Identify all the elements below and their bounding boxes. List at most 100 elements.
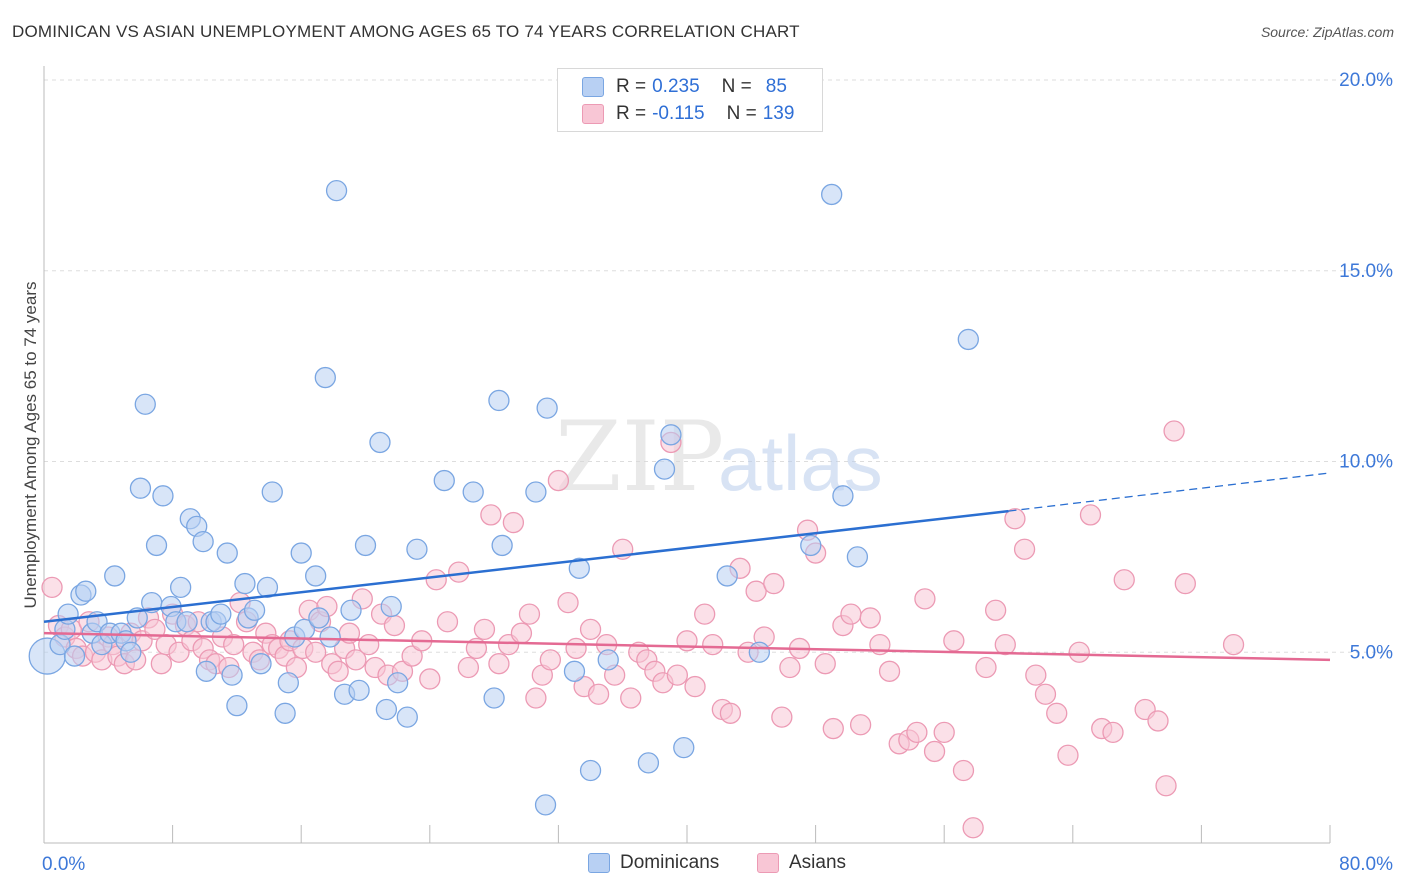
trend-lines bbox=[43, 472, 1331, 662]
asians-trend-line bbox=[43, 631, 1331, 662]
asians-point bbox=[952, 759, 975, 782]
dominicans-point bbox=[210, 603, 232, 625]
dominicans-point bbox=[75, 580, 97, 602]
legend-swatch-asians bbox=[582, 104, 604, 124]
dominicans-point bbox=[832, 485, 854, 507]
dominicans-point bbox=[563, 660, 586, 682]
asians-point bbox=[814, 653, 836, 675]
asians-point bbox=[1155, 775, 1177, 797]
asians-point bbox=[1163, 420, 1185, 442]
dominicans-point bbox=[308, 607, 330, 629]
asians-point bbox=[1174, 572, 1196, 595]
asians-point bbox=[345, 649, 367, 671]
dominicans-point bbox=[380, 595, 402, 618]
asians-point bbox=[702, 633, 724, 656]
asians-point bbox=[620, 687, 642, 709]
bottom-legend-swatch-asians bbox=[757, 853, 779, 873]
legend-n-value: 139 bbox=[762, 103, 795, 124]
dominicans-point bbox=[169, 576, 192, 599]
asians-point bbox=[1025, 664, 1047, 686]
tick-labels: 5.0% 10.0% 15.0% 20.0% 0.0% 80.0% bbox=[42, 70, 1393, 875]
dominicans-point bbox=[221, 664, 243, 686]
y-tick-label: 15.0% bbox=[1339, 261, 1393, 282]
dominicans-point bbox=[129, 477, 152, 499]
dominicans-point bbox=[386, 672, 409, 694]
legend: R = 0.235 N = 85 R = -0.115 N = 139 bbox=[557, 68, 823, 132]
asians-point bbox=[984, 599, 1007, 621]
dominicans-point bbox=[176, 611, 198, 633]
asians-point bbox=[694, 603, 716, 625]
asians-point bbox=[719, 702, 742, 724]
dominicans-point bbox=[957, 328, 979, 351]
dominicans-point bbox=[748, 641, 770, 663]
asians-point bbox=[557, 592, 579, 614]
asians-point bbox=[745, 580, 767, 602]
dominicans-point bbox=[637, 752, 660, 774]
dominicans-point bbox=[305, 565, 327, 587]
dominicans-point bbox=[354, 534, 377, 557]
bottom-legend-dominicans: Dominicans bbox=[588, 852, 719, 874]
legend-row-dominicans: R = 0.235 N = 85 bbox=[582, 75, 787, 99]
dominicans-point bbox=[120, 641, 142, 663]
legend-row-asians: R = -0.115 N = 139 bbox=[582, 102, 794, 126]
dominicans-point bbox=[491, 534, 513, 557]
bottom-legend-label-asians: Asians bbox=[789, 852, 847, 873]
asians-point bbox=[840, 603, 862, 625]
dominicans-point bbox=[63, 645, 86, 667]
dominicans-point bbox=[597, 649, 619, 671]
dominicans-point bbox=[716, 565, 738, 587]
gridlines bbox=[44, 79, 1395, 653]
asians-point bbox=[763, 572, 785, 595]
asians-point bbox=[849, 714, 872, 736]
asians-point bbox=[779, 656, 801, 679]
dominicans-point bbox=[290, 542, 312, 564]
bottom-legend-label-dominicans: Dominicans bbox=[620, 852, 720, 873]
dominicans-point bbox=[660, 424, 682, 446]
dominicans-point bbox=[673, 736, 695, 759]
dominicans-point bbox=[348, 679, 370, 702]
watermark-atlas: atlas bbox=[718, 419, 883, 507]
legend-n-label: N = bbox=[721, 76, 752, 97]
x-tick-label: 0.0% bbox=[42, 854, 85, 875]
asians-point bbox=[579, 618, 602, 641]
legend-n-value: 85 bbox=[765, 76, 787, 97]
dominicans-point bbox=[243, 599, 266, 621]
asians-point bbox=[488, 653, 510, 675]
dominicans-point bbox=[525, 481, 547, 503]
asians-point bbox=[684, 675, 706, 698]
asians-point bbox=[1034, 683, 1057, 705]
asians-point bbox=[41, 576, 63, 599]
dominicans-point bbox=[433, 469, 455, 492]
asians-point bbox=[1102, 721, 1124, 744]
asians-point bbox=[480, 504, 502, 526]
dominicans-point bbox=[126, 607, 148, 629]
dominicans-point bbox=[800, 534, 822, 557]
asians-point bbox=[457, 656, 480, 679]
dominicans-point bbox=[325, 179, 348, 202]
dominicans-point bbox=[216, 542, 238, 564]
dominicans-point bbox=[57, 603, 79, 625]
dominicans-point bbox=[406, 538, 428, 560]
asians-point bbox=[401, 645, 423, 667]
y-tick-label: 10.0% bbox=[1339, 452, 1393, 473]
watermark-zip: ZIP bbox=[555, 401, 724, 513]
dominicans-trend-extension bbox=[1008, 472, 1331, 512]
asians-point bbox=[1004, 508, 1026, 530]
dominicans-point bbox=[314, 366, 336, 389]
dominicans-point bbox=[145, 534, 168, 557]
asians-point bbox=[587, 683, 610, 705]
dominicans-trend-line bbox=[43, 509, 1009, 623]
dominicans-point bbox=[483, 687, 505, 709]
legend-r-label: R = bbox=[616, 76, 647, 97]
dominicans-point bbox=[846, 546, 869, 568]
dominicans-point bbox=[396, 706, 418, 728]
asians-point bbox=[547, 469, 570, 492]
x-tick-label: 80.0% bbox=[1339, 854, 1393, 875]
asians-point bbox=[327, 660, 349, 682]
asians-point bbox=[994, 633, 1016, 656]
dominicans-point bbox=[134, 393, 156, 415]
dominicans-point bbox=[256, 576, 279, 599]
asians-point bbox=[975, 656, 997, 679]
asians-point bbox=[906, 721, 928, 744]
asians-point bbox=[1147, 710, 1169, 732]
